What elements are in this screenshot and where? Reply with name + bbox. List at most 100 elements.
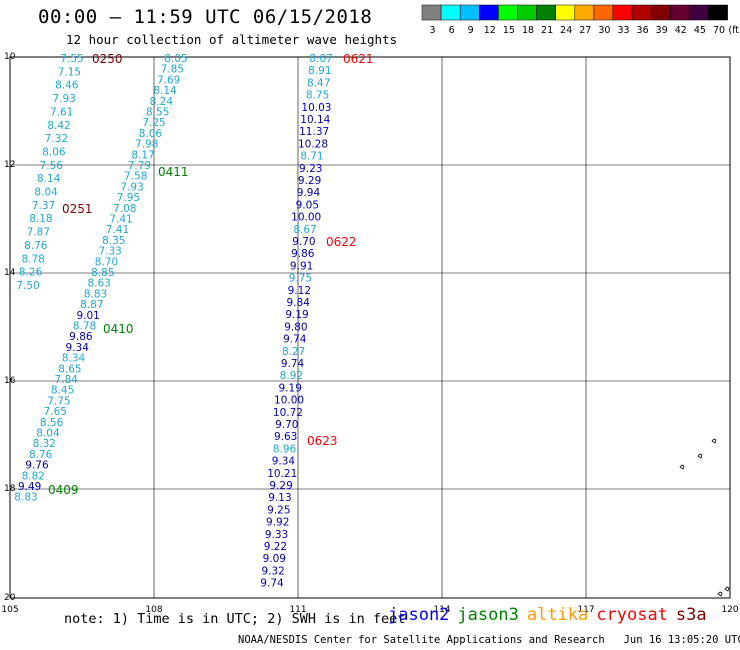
wave-height-value: 9.29: [269, 480, 292, 492]
island-outline: [679, 464, 685, 470]
wave-height-value: 7.93: [120, 181, 143, 193]
pass-time-label: 0251: [62, 202, 93, 216]
wave-height-value: 8.32: [33, 438, 56, 450]
wave-height-value: 8.46: [55, 80, 79, 92]
wave-height-value: 7.85: [161, 64, 184, 76]
scale-label: 24: [560, 25, 572, 36]
wave-height-value: 9.76: [25, 460, 49, 472]
wave-height-value: 7.32: [45, 133, 68, 145]
wave-height-value: 9.92: [266, 517, 289, 529]
wave-height-value: 7.75: [47, 395, 70, 407]
wave-height-value: 8.18: [29, 213, 52, 225]
wave-height-value: 7.87: [27, 227, 50, 239]
scale-label: 3: [429, 25, 435, 36]
wave-height-value: 9.33: [265, 529, 288, 541]
wave-height-value: 7.58: [124, 171, 147, 183]
wave-height-value: 8.70: [95, 256, 118, 268]
wave-height-value: 9.23: [299, 163, 322, 175]
footer-credit: NOAA/NESDIS Center for Satellite Applica…: [238, 634, 740, 646]
wave-height-value: 9.91: [290, 260, 313, 272]
wave-height-value: 7.84: [55, 374, 79, 386]
pass-time-label: 0621: [343, 52, 374, 66]
pass-time-label: 0409: [48, 483, 79, 497]
wave-height-value: 7.98: [135, 139, 158, 151]
y-tick-label: 10: [4, 52, 16, 62]
wave-height-value: 7.15: [58, 66, 81, 78]
wave-height-value: 9.34: [66, 342, 90, 354]
scale-label: 9: [468, 25, 474, 36]
legend-entry-altika: altika: [526, 605, 589, 625]
wave-height-value: 7.41: [106, 224, 129, 236]
wave-height-value: 8.45: [51, 385, 74, 397]
wave-height-value: 8.35: [102, 235, 125, 247]
satellite-legend: jason2 jason3 altika cryosat s3a: [388, 605, 715, 625]
wave-height-value: 9.19: [285, 309, 308, 321]
wave-height-value: 9.86: [69, 331, 93, 343]
island-outline: [724, 586, 730, 592]
wave-height-value: 9.74: [281, 358, 305, 370]
wave-height-value: 11.37: [299, 126, 329, 138]
wave-height-value: 8.14: [153, 85, 177, 97]
wave-height-value: 9.70: [275, 419, 298, 431]
x-tick-label: 105: [1, 605, 18, 615]
wave-height-value: 10.72: [273, 407, 303, 419]
island-outline: [717, 591, 723, 597]
wave-height-value: 9.13: [268, 492, 291, 504]
wave-height-value: 8.83: [14, 492, 37, 504]
wave-height-value: 7.95: [117, 192, 140, 204]
wave-height-value: 7.56: [40, 160, 64, 172]
wave-height-value: 9.84: [287, 297, 311, 309]
pass-time-label: 0411: [158, 165, 189, 179]
wave-height-value: 8.27: [282, 346, 305, 358]
x-tick-label: 114: [433, 605, 450, 615]
wave-height-value: 8.05: [164, 53, 187, 65]
wave-height-value: 9.12: [288, 285, 311, 297]
scale-label: 70: [713, 25, 725, 36]
wave-height-value: 8.82: [22, 470, 45, 482]
legend-entry-cryosat: cryosat: [596, 605, 668, 625]
wave-height-value: 10.00: [291, 212, 321, 224]
legend-entry-jason3: jason3: [457, 605, 519, 625]
wave-height-value: 8.55: [146, 107, 169, 119]
wave-height-value: 7.79: [128, 160, 151, 172]
wave-height-value: 8.06: [42, 146, 66, 158]
wave-height-value: 8.26: [19, 267, 43, 279]
wave-height-value: 8.71: [300, 151, 323, 163]
scale-label: 33: [617, 25, 629, 36]
wave-height-value: 9.19: [279, 382, 302, 394]
legend-entry-s3a: s3a: [675, 605, 707, 625]
wave-height-value: 8.63: [87, 278, 110, 290]
pass-time-label: 0623: [307, 434, 338, 448]
y-tick-label: 18: [4, 484, 16, 494]
wave-height-value: 8.92: [280, 370, 303, 382]
pass-time-label: 0410: [103, 322, 134, 336]
scale-label: (ft): [728, 25, 740, 36]
scale-label: 18: [522, 25, 534, 36]
wave-height-value: 7.50: [16, 280, 39, 292]
wave-height-value: 9.49: [18, 481, 41, 493]
island-outline: [697, 453, 703, 459]
wave-height-value: 8.14: [37, 173, 61, 185]
y-tick-label: 12: [4, 160, 15, 170]
wave-height-value: 8.87: [80, 299, 103, 311]
wave-height-value: 10.03: [301, 102, 331, 114]
wave-height-value: 9.75: [289, 273, 312, 285]
wave-height-value: 7.33: [98, 246, 121, 258]
wave-height-value: 7.25: [142, 117, 165, 129]
wave-height-value: 8.67: [293, 224, 316, 236]
wave-height-value: 9.01: [76, 310, 99, 322]
wave-height-value: 9.32: [261, 565, 284, 577]
page-subtitle: 12 hour collection of altimeter wave hei…: [66, 32, 398, 47]
wave-height-value: 7.93: [53, 93, 76, 105]
wave-height-value: 7.55: [60, 53, 83, 65]
island-outline: [711, 438, 717, 444]
y-tick-label: 16: [4, 376, 16, 386]
wave-height-value: 8.04: [34, 187, 58, 199]
wave-height-value: 8.07: [309, 53, 332, 65]
wave-height-value: 8.17: [131, 149, 154, 161]
wave-height-value: 10.21: [267, 468, 297, 480]
scale-label: 30: [598, 25, 610, 36]
scale-label: 27: [579, 25, 591, 36]
wave-height-value: 10.14: [300, 114, 330, 126]
